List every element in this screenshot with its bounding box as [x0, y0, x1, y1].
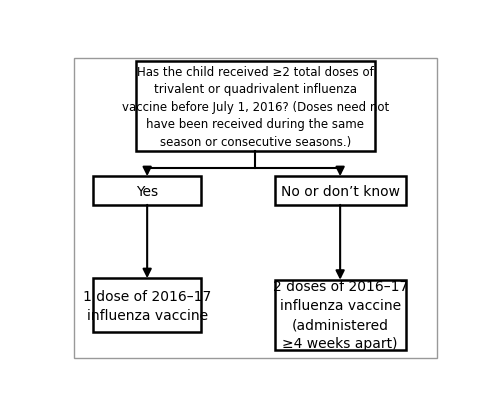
FancyBboxPatch shape	[274, 177, 406, 205]
Text: Yes: Yes	[136, 184, 158, 198]
FancyBboxPatch shape	[93, 278, 201, 332]
Text: 1 dose of 2016–17
influenza vaccine: 1 dose of 2016–17 influenza vaccine	[83, 289, 211, 322]
Text: 2 doses of 2016–17
influenza vaccine
(administered
≥4 weeks apart): 2 doses of 2016–17 influenza vaccine (ad…	[272, 280, 408, 351]
Text: No or don’t know: No or don’t know	[281, 184, 399, 198]
FancyBboxPatch shape	[135, 62, 375, 151]
FancyBboxPatch shape	[274, 280, 406, 350]
FancyBboxPatch shape	[74, 59, 437, 358]
FancyBboxPatch shape	[93, 177, 201, 205]
Text: Has the child received ≥2 total doses of
trivalent or quadrivalent influenza
vac: Has the child received ≥2 total doses of…	[122, 65, 389, 148]
